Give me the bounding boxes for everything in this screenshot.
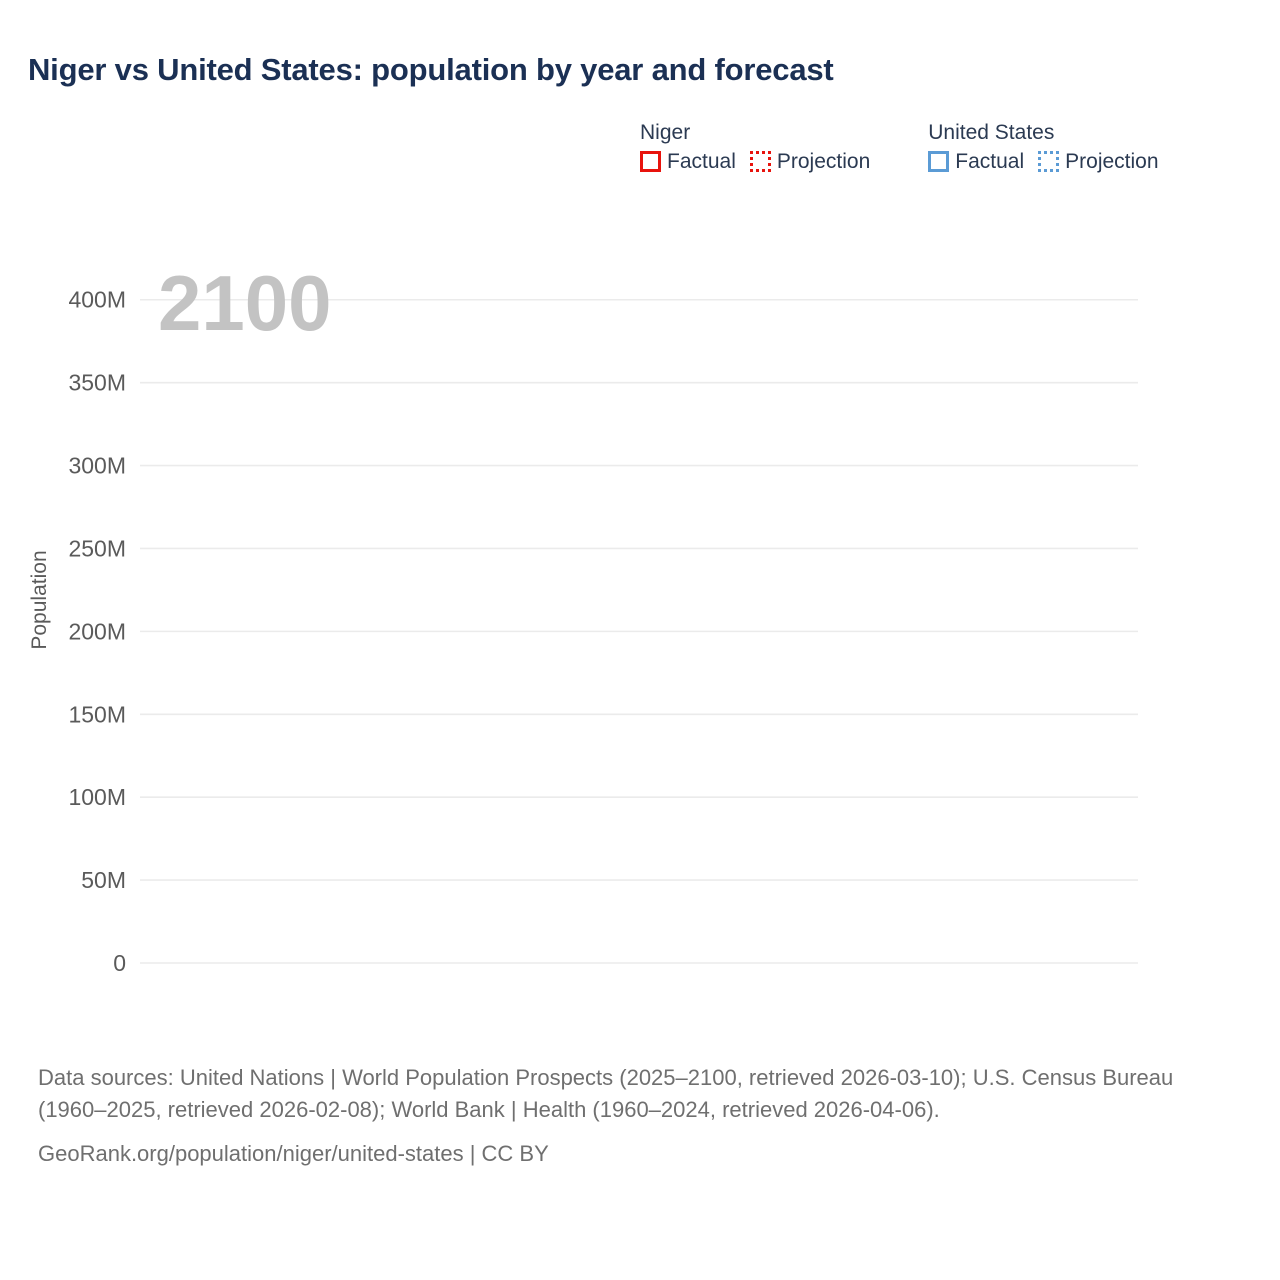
legend-label-us-factual: Factual	[955, 150, 1025, 173]
data-sources-text: Data sources: United Nations | World Pop…	[38, 1065, 1174, 1122]
attribution-text[interactable]: GeoRank.org/population/niger/united-stat…	[38, 1140, 549, 1166]
legend-label-us-projection: Projection	[1065, 150, 1159, 173]
legend-label-niger-factual: Factual	[667, 150, 736, 173]
year-watermark: 2100	[158, 259, 332, 347]
y-axis-tick-labels: 0 50M 100M 150M 200M 250M 300M 350M 400M	[68, 287, 126, 976]
y-axis-tick-label: 0	[113, 950, 126, 976]
chart-gridlines	[140, 298, 1138, 964]
y-axis-tick-label: 350M	[68, 370, 126, 396]
legend-item-niger-projection[interactable]: Projection	[749, 150, 871, 173]
y-axis-tick-label: 50M	[81, 867, 126, 893]
chart-plot-area: 0 50M 100M 150M 200M 250M 300M 350M 400M Populat…	[28, 259, 1138, 976]
y-axis-tick-label: 100M	[68, 784, 126, 810]
legend-item-us-factual[interactable]: Factual	[928, 151, 1024, 172]
legend-swatch-dotted-icon	[1038, 151, 1060, 172]
legend-entries-united-states: Factual Projection	[928, 150, 1159, 173]
legend-swatch-solid-icon	[640, 151, 661, 172]
legend-item-us-projection[interactable]: Projection	[1038, 150, 1159, 173]
chart-footer: Data sources: United Nations | World Pop…	[38, 1062, 1238, 1170]
y-axis-tick-label: 400M	[68, 287, 126, 313]
legend-swatch-dotted-icon	[749, 151, 771, 172]
y-axis-tick-label: 250M	[68, 535, 126, 561]
legend-item-niger-factual[interactable]: Factual	[640, 151, 736, 172]
page-title: Niger vs United States: population by ye…	[28, 52, 834, 87]
legend-group-niger: Niger Factual Projection	[640, 122, 870, 172]
legend-group-title-niger: Niger	[640, 121, 691, 144]
legend-label-niger-projection: Projection	[776, 150, 871, 173]
y-axis-title: Population	[28, 550, 51, 649]
legend-swatch-solid-icon	[928, 151, 950, 172]
chart-legend: Niger Factual Projection United States F…	[640, 122, 1159, 172]
legend-group-title-united-states: United States	[928, 121, 1055, 144]
legend-entries-niger: Factual Projection	[640, 151, 870, 172]
y-axis-tick-label: 300M	[68, 453, 126, 479]
chart-svg: 0 50M 100M 150M 200M 250M 300M 350M 400M Populat…	[28, 259, 1138, 976]
y-axis-tick-label: 200M	[68, 618, 126, 644]
legend-group-united-states: United States Factual Projection	[928, 121, 1159, 173]
y-axis-tick-label: 150M	[68, 701, 126, 727]
